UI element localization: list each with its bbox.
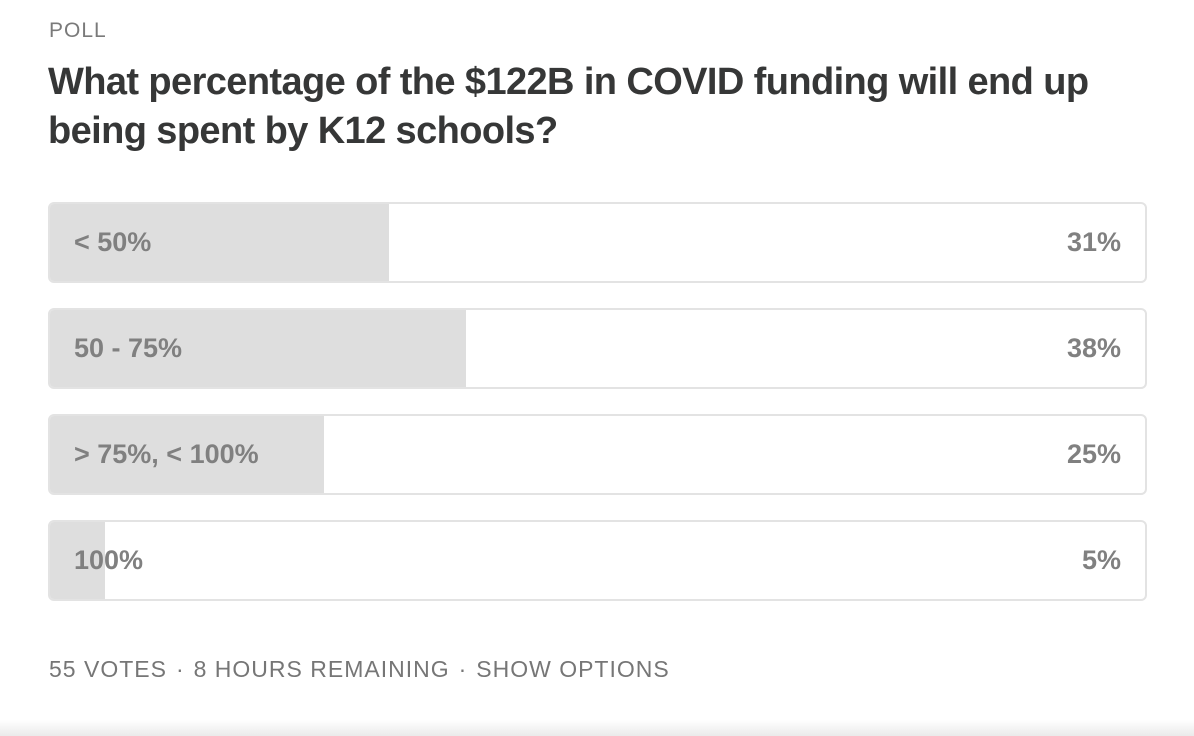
option-percent: 5% [1081,545,1121,575]
vote-count: 55 VOTES [49,656,167,682]
poll-option-less-than-50[interactable]: < 50% 31% [48,202,1147,283]
option-result-bar [50,522,105,599]
poll-option-100[interactable]: 100% 5% [48,520,1147,601]
card-bottom-shadow [0,720,1194,736]
option-result-bar [50,310,467,387]
option-label: 50 - 75% [74,333,183,363]
option-label: < 50% [74,227,152,257]
option-percent: 25% [1066,439,1121,469]
option-percent: 31% [1066,227,1121,257]
poll-question: What percentage of the $122B in COVID fu… [48,61,1089,152]
option-result-bar [50,416,324,493]
separator-dot: · [175,656,185,682]
poll-option-75-100[interactable]: > 75%, < 100% 25% [48,414,1147,495]
time-remaining: 8 HOURS REMAINING [193,656,450,682]
separator-dot: · [458,656,468,682]
show-options-link[interactable]: SHOW OPTIONS [476,656,670,682]
option-percent: 38% [1066,333,1121,363]
option-result-bar [50,204,390,281]
poll-options: < 50% 31% 50 - 75% 38% > 75%, < 100% 25%… [48,202,1147,626]
option-label: 100% [74,545,144,575]
poll-label: POLL [49,19,107,42]
option-label: > 75%, < 100% [74,439,259,469]
poll-footer: 55 VOTES · 8 HOURS REMAINING · SHOW OPTIONS [49,656,670,683]
poll-option-50-75[interactable]: 50 - 75% 38% [48,308,1147,389]
